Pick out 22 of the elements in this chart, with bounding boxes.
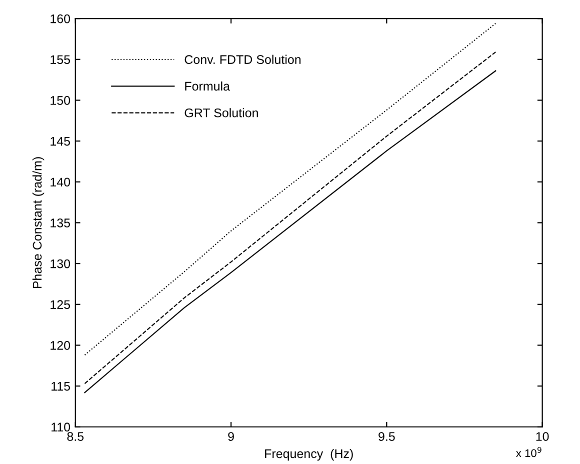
y-tick-label: 140 (50, 178, 70, 187)
legend-label: GRT Solution (184, 108, 258, 118)
y-tick-label: 125 (50, 300, 70, 310)
x-tick-label: 9 (228, 432, 234, 441)
y-tick-label: 110 (52, 422, 70, 432)
legend-label: Formula (185, 81, 230, 91)
y-tick-label: 145 (50, 136, 70, 146)
y-tick-label: 135 (50, 218, 70, 228)
y-tick-label: 160 (50, 14, 70, 24)
x-tick-label: 8.5 (67, 432, 84, 441)
x-tick-label: 10 (536, 432, 549, 441)
x-axis-title: Frequency (Hz) (265, 448, 353, 461)
y-tick-label: 115 (52, 382, 70, 391)
y-tick-label: 150 (50, 96, 70, 105)
y-axis-title: Phase Constant (rad/m) (32, 157, 44, 288)
line-series (84, 22, 496, 356)
y-tick-label: 120 (50, 341, 70, 350)
x-tick-label: 9.5 (378, 432, 395, 441)
y-tick-label: 130 (50, 259, 70, 268)
legend-label: Conv. FDTD Solution (184, 54, 301, 64)
text: x 10$^{9}$ (516, 446, 542, 458)
y-tick-label: 155 (50, 55, 70, 64)
